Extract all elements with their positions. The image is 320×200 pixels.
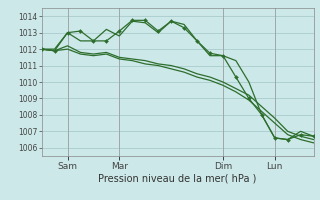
X-axis label: Pression niveau de la mer( hPa ): Pression niveau de la mer( hPa ) [99, 173, 257, 183]
